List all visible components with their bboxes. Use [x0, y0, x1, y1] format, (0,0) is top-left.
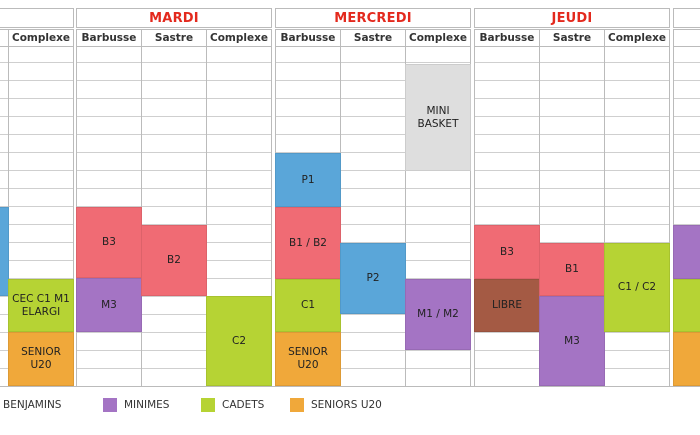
session-block: C2 [206, 296, 272, 386]
day-header-lundi [0, 8, 74, 28]
session-block: B2 [141, 225, 207, 296]
column-header-jeudi-barbusse: Barbusse [474, 29, 540, 47]
column-jeudi-complexe [604, 29, 670, 386]
session-block: M1 / M2 [405, 279, 471, 350]
column-mercredi-sastre [340, 29, 406, 386]
session-block: C1 / C2 [604, 243, 670, 332]
legend-item-cadets: CADETS [201, 398, 264, 412]
session-block: SEU [673, 332, 700, 386]
session-block: B3 [474, 225, 540, 279]
grid-bottom-border [0, 386, 700, 387]
column-header-jeudi-sastre: Sastre [539, 29, 605, 47]
session-block: SENIOR U20 [8, 332, 74, 386]
session-block: M1/ [673, 225, 700, 279]
legend-swatch-minimes [103, 398, 117, 412]
session-block: M3 [539, 296, 605, 386]
legend-item-benjamins: BENJAMINS [3, 399, 62, 411]
column-header-lundi-sastre [0, 29, 9, 47]
legend-item-seniors: SENIORS U20 [290, 398, 382, 412]
session-block: C1 [275, 279, 341, 332]
session-block: LIBRE [474, 279, 540, 332]
column-header-jeudi-complexe: Complexe [604, 29, 670, 47]
session-block: P2 [340, 243, 406, 314]
column-header-mercredi-barbusse: Barbusse [275, 29, 341, 47]
column-header-mardi-sastre: Sastre [141, 29, 207, 47]
legend-item-minimes: MINIMES [103, 398, 169, 412]
column-mardi-sastre [141, 29, 207, 386]
column-header-vendredi-barbusse [673, 29, 700, 47]
column-header-mercredi-sastre: Sastre [340, 29, 406, 47]
day-header-vendredi [673, 8, 700, 28]
session-block: M3 [76, 278, 142, 332]
column-header-mardi-complexe: Complexe [206, 29, 272, 47]
column-header-mercredi-complexe: Complexe [405, 29, 471, 47]
day-header-mercredi: MERCREDI [275, 8, 471, 28]
session-block [0, 207, 9, 296]
column-header-lundi-complexe: Complexe [8, 29, 74, 47]
session-block: B1 [539, 243, 605, 296]
session-block: B3 [76, 207, 142, 278]
session-block: CEC C1 M1 ELARGI [8, 279, 74, 332]
column-jeudi-barbusse [474, 29, 540, 386]
session-block: P1 [275, 153, 341, 207]
legend-swatch-seniors [290, 398, 304, 412]
session-block [673, 279, 700, 332]
legend-swatch-cadets [201, 398, 215, 412]
day-header-jeudi: JEUDI [474, 8, 670, 28]
session-block: B1 / B2 [275, 207, 341, 279]
session-block: SENIOR U20 [275, 332, 341, 386]
column-lundi-complexe [8, 29, 74, 386]
session-block: MINI BASKET [405, 64, 471, 171]
column-header-mardi-barbusse: Barbusse [76, 29, 142, 47]
day-header-mardi: MARDI [76, 8, 272, 28]
